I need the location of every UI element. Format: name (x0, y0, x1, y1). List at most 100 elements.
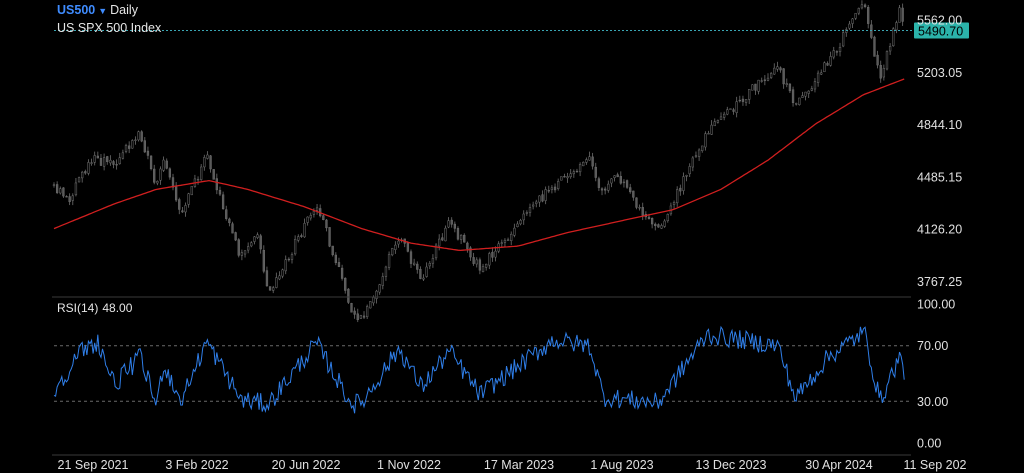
candle-body (59, 188, 62, 194)
candle-body (372, 297, 375, 304)
candle (729, 108, 732, 110)
candle (356, 308, 359, 323)
candle (594, 162, 597, 182)
candle (506, 237, 510, 241)
candle (751, 84, 754, 91)
candle-body (582, 161, 585, 167)
candle (347, 288, 350, 304)
price-axis-tick: 5203.05 (917, 66, 962, 80)
candle-body (735, 101, 738, 113)
candle-body (106, 156, 109, 162)
candle (102, 153, 106, 171)
candle-body (203, 157, 206, 168)
candle (215, 173, 218, 195)
symbol-name[interactable]: US500 (57, 3, 96, 17)
candle (885, 50, 889, 71)
candle-body (303, 223, 306, 238)
candle-body (553, 186, 557, 191)
candle (613, 175, 616, 182)
candle-body (140, 131, 143, 142)
candle-body (510, 233, 513, 241)
candle (134, 136, 137, 145)
current-price-tag (914, 22, 969, 39)
candle (306, 216, 309, 226)
candle (563, 173, 566, 178)
candle (231, 221, 234, 234)
candle (494, 246, 497, 262)
candle-body (641, 207, 644, 216)
candle (315, 204, 319, 215)
candle-body (848, 23, 851, 29)
candle-body (453, 223, 456, 229)
candle (184, 202, 187, 217)
moving-average-line (53, 78, 905, 252)
candle (860, 0, 864, 10)
candle (766, 73, 770, 82)
candle-body (500, 242, 503, 244)
candle-body (679, 187, 682, 192)
symbol-header[interactable]: US500 ▼ Daily (57, 3, 138, 17)
candle (657, 223, 660, 228)
candle-body (406, 242, 410, 252)
candle (757, 79, 760, 95)
candle (888, 43, 892, 55)
candle (425, 262, 428, 278)
candle-body (459, 234, 463, 240)
candle-body (691, 157, 694, 168)
candle-body (137, 131, 140, 141)
candle-body (544, 189, 547, 201)
candle-body (569, 173, 572, 177)
candle (284, 255, 287, 275)
candle-body (716, 120, 720, 123)
candle-body (838, 47, 842, 53)
candle (416, 261, 419, 274)
price-axis-tick: 4844.10 (917, 118, 962, 132)
candle-body (55, 184, 59, 193)
candle-body (751, 84, 754, 91)
candle (463, 233, 466, 243)
candle (447, 217, 450, 229)
candle (760, 77, 763, 83)
candle (290, 252, 294, 264)
candle-body (362, 315, 366, 318)
candle-body (281, 269, 284, 277)
candle (528, 203, 532, 217)
candle-body (412, 262, 416, 265)
candle-body (71, 195, 74, 201)
candle-body (256, 234, 259, 238)
candle-body (638, 207, 641, 209)
rsi-indicator-label[interactable]: RSI(14) 48.00 (57, 301, 136, 315)
time-axis-tick: 1 Nov 2022 (377, 458, 441, 472)
candle (688, 163, 691, 178)
candle (519, 218, 522, 226)
candle (525, 210, 529, 216)
candle (641, 202, 644, 221)
candle-body (619, 176, 622, 184)
candle-body (153, 168, 156, 183)
candle-body (325, 219, 328, 229)
candle-body (650, 218, 654, 225)
candle-body (409, 251, 413, 264)
candle (578, 162, 582, 177)
candle-body (625, 180, 629, 188)
candle (196, 176, 200, 185)
candle (362, 311, 366, 319)
candle-body (231, 223, 234, 234)
timeframe-label[interactable]: Daily (110, 3, 138, 17)
candle-body (519, 220, 522, 225)
candle (638, 204, 641, 211)
candle (710, 120, 713, 135)
candle (813, 78, 817, 93)
candle-body (816, 72, 820, 83)
candle-body (146, 150, 150, 156)
candle-body (250, 242, 253, 247)
candle-body (826, 63, 829, 66)
candle-body (331, 245, 334, 256)
candle (434, 243, 438, 261)
candle-body (165, 160, 168, 169)
candle-body (262, 250, 265, 272)
candle-body (754, 83, 757, 91)
candle (212, 169, 215, 180)
symbol-dropdown-icon[interactable]: ▼ (98, 6, 108, 16)
